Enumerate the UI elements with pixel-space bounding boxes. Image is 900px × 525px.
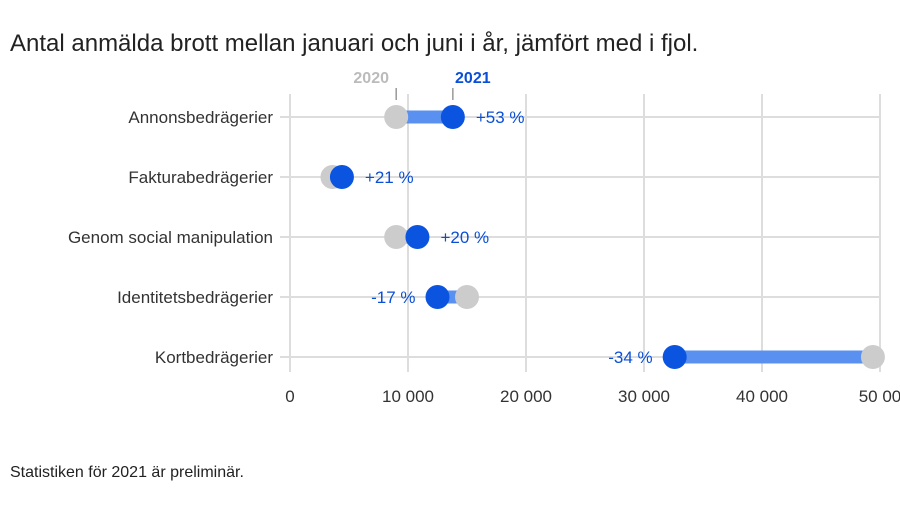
category-label: Kortbedrägerier: [155, 348, 273, 367]
dot-2021: [425, 285, 450, 309]
category-label: Genom social manipulation: [68, 228, 273, 247]
dot-2020: [384, 105, 409, 129]
x-tick-label: 40 000: [736, 387, 788, 406]
x-tick-label: 30 000: [618, 387, 670, 406]
dot-2021: [405, 225, 430, 249]
dot-2020: [384, 225, 409, 249]
dumbbell-chart: 2020 2021 Annonsbedrägerier +53 % Fakturabe…: [68, 70, 900, 406]
dot-2020: [860, 345, 885, 369]
dot-2021: [440, 105, 465, 129]
change-bar: [674, 350, 873, 364]
legend: 2020 2021: [353, 70, 491, 100]
x-tick-label: 20 000: [500, 387, 552, 406]
x-tick-label: 0: [285, 387, 294, 406]
change-bar: [396, 110, 453, 124]
footnote: Statistiken för 2021 är preliminär.: [10, 464, 244, 481]
legend-2020: 2020: [353, 70, 389, 87]
x-axis: 0 10 000 20 000 30 000 40 000 50 00: [285, 387, 900, 406]
dot-2021: [329, 165, 354, 189]
change-label: -34 %: [608, 348, 652, 367]
category-label: Fakturabedrägerier: [128, 168, 273, 187]
x-tick-label: 10 000: [382, 387, 434, 406]
chart-title: Antal anmälda brott mellan januari och j…: [10, 30, 699, 57]
category-label: Annonsbedrägerier: [128, 108, 273, 127]
change-label: -17 %: [371, 288, 415, 307]
category-label: Identitetsbedrägerier: [117, 288, 273, 307]
x-tick-label: 50 00: [859, 387, 900, 406]
grid-layer: [280, 94, 881, 372]
dot-2020: [455, 285, 479, 309]
change-label: +53 %: [476, 108, 525, 127]
change-label: +21 %: [365, 168, 414, 187]
rows-layer: Annonsbedrägerier +53 % Fakturabedrägerier…: [68, 105, 885, 369]
legend-2021: 2021: [455, 70, 491, 87]
change-label: +20 %: [440, 228, 489, 247]
dot-2021: [662, 345, 687, 369]
